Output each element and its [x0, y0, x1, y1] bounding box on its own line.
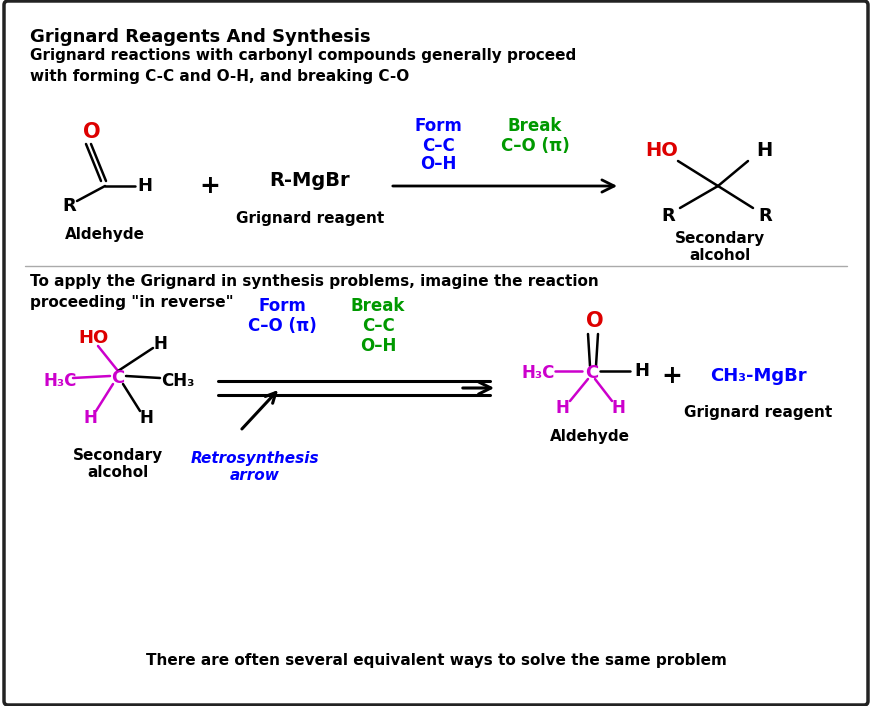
- Text: H: H: [153, 335, 167, 353]
- Text: R: R: [758, 207, 772, 225]
- Text: Grignard Reagents And Synthesis: Grignard Reagents And Synthesis: [30, 28, 371, 46]
- Text: C: C: [112, 369, 125, 387]
- Text: There are often several equivalent ways to solve the same problem: There are often several equivalent ways …: [146, 654, 726, 669]
- Text: H: H: [139, 409, 153, 427]
- Text: C–O (π): C–O (π): [501, 137, 569, 155]
- Text: CH₃-MgBr: CH₃-MgBr: [710, 367, 807, 385]
- Text: To apply the Grignard in synthesis problems, imagine the reaction
proceeding "in: To apply the Grignard in synthesis probl…: [30, 274, 599, 310]
- Text: C–O (π): C–O (π): [248, 317, 317, 335]
- Text: Aldehyde: Aldehyde: [65, 227, 145, 241]
- Text: Grignard reagent: Grignard reagent: [235, 210, 385, 225]
- Text: O–H: O–H: [419, 155, 456, 173]
- Text: HO: HO: [78, 329, 108, 347]
- Text: CH₃: CH₃: [161, 372, 194, 390]
- Text: R: R: [661, 207, 675, 225]
- Text: Break: Break: [351, 297, 405, 315]
- Text: C–C: C–C: [362, 317, 394, 335]
- Text: H: H: [555, 399, 569, 417]
- Text: R-MgBr: R-MgBr: [269, 172, 351, 191]
- Text: H: H: [611, 399, 625, 417]
- Text: C: C: [585, 364, 598, 382]
- Text: Secondary
alcohol: Secondary alcohol: [73, 448, 163, 480]
- Text: Form: Form: [258, 297, 306, 315]
- Text: O: O: [83, 122, 101, 142]
- Text: H: H: [756, 141, 772, 160]
- Text: Aldehyde: Aldehyde: [550, 429, 630, 443]
- Text: +: +: [662, 364, 683, 388]
- Text: Retrosynthesis
arrow: Retrosynthesis arrow: [191, 451, 319, 484]
- Text: Grignard reagent: Grignard reagent: [684, 405, 832, 421]
- Text: R: R: [62, 197, 76, 215]
- Text: Form: Form: [414, 117, 462, 135]
- Text: Secondary
alcohol: Secondary alcohol: [675, 231, 765, 263]
- Text: H₃C: H₃C: [521, 364, 555, 382]
- Text: Grignard reactions with carbonyl compounds generally proceed
with forming C-C an: Grignard reactions with carbonyl compoun…: [30, 48, 576, 84]
- Text: O–H: O–H: [360, 337, 396, 355]
- Text: O: O: [586, 311, 603, 331]
- Text: Break: Break: [508, 117, 562, 135]
- FancyBboxPatch shape: [4, 1, 868, 705]
- Text: HO: HO: [645, 141, 678, 160]
- Text: H₃C: H₃C: [44, 372, 77, 390]
- Text: H: H: [83, 409, 97, 427]
- Text: H: H: [635, 362, 650, 380]
- Text: C–C: C–C: [422, 137, 454, 155]
- Text: H: H: [138, 177, 153, 195]
- Text: +: +: [200, 174, 221, 198]
